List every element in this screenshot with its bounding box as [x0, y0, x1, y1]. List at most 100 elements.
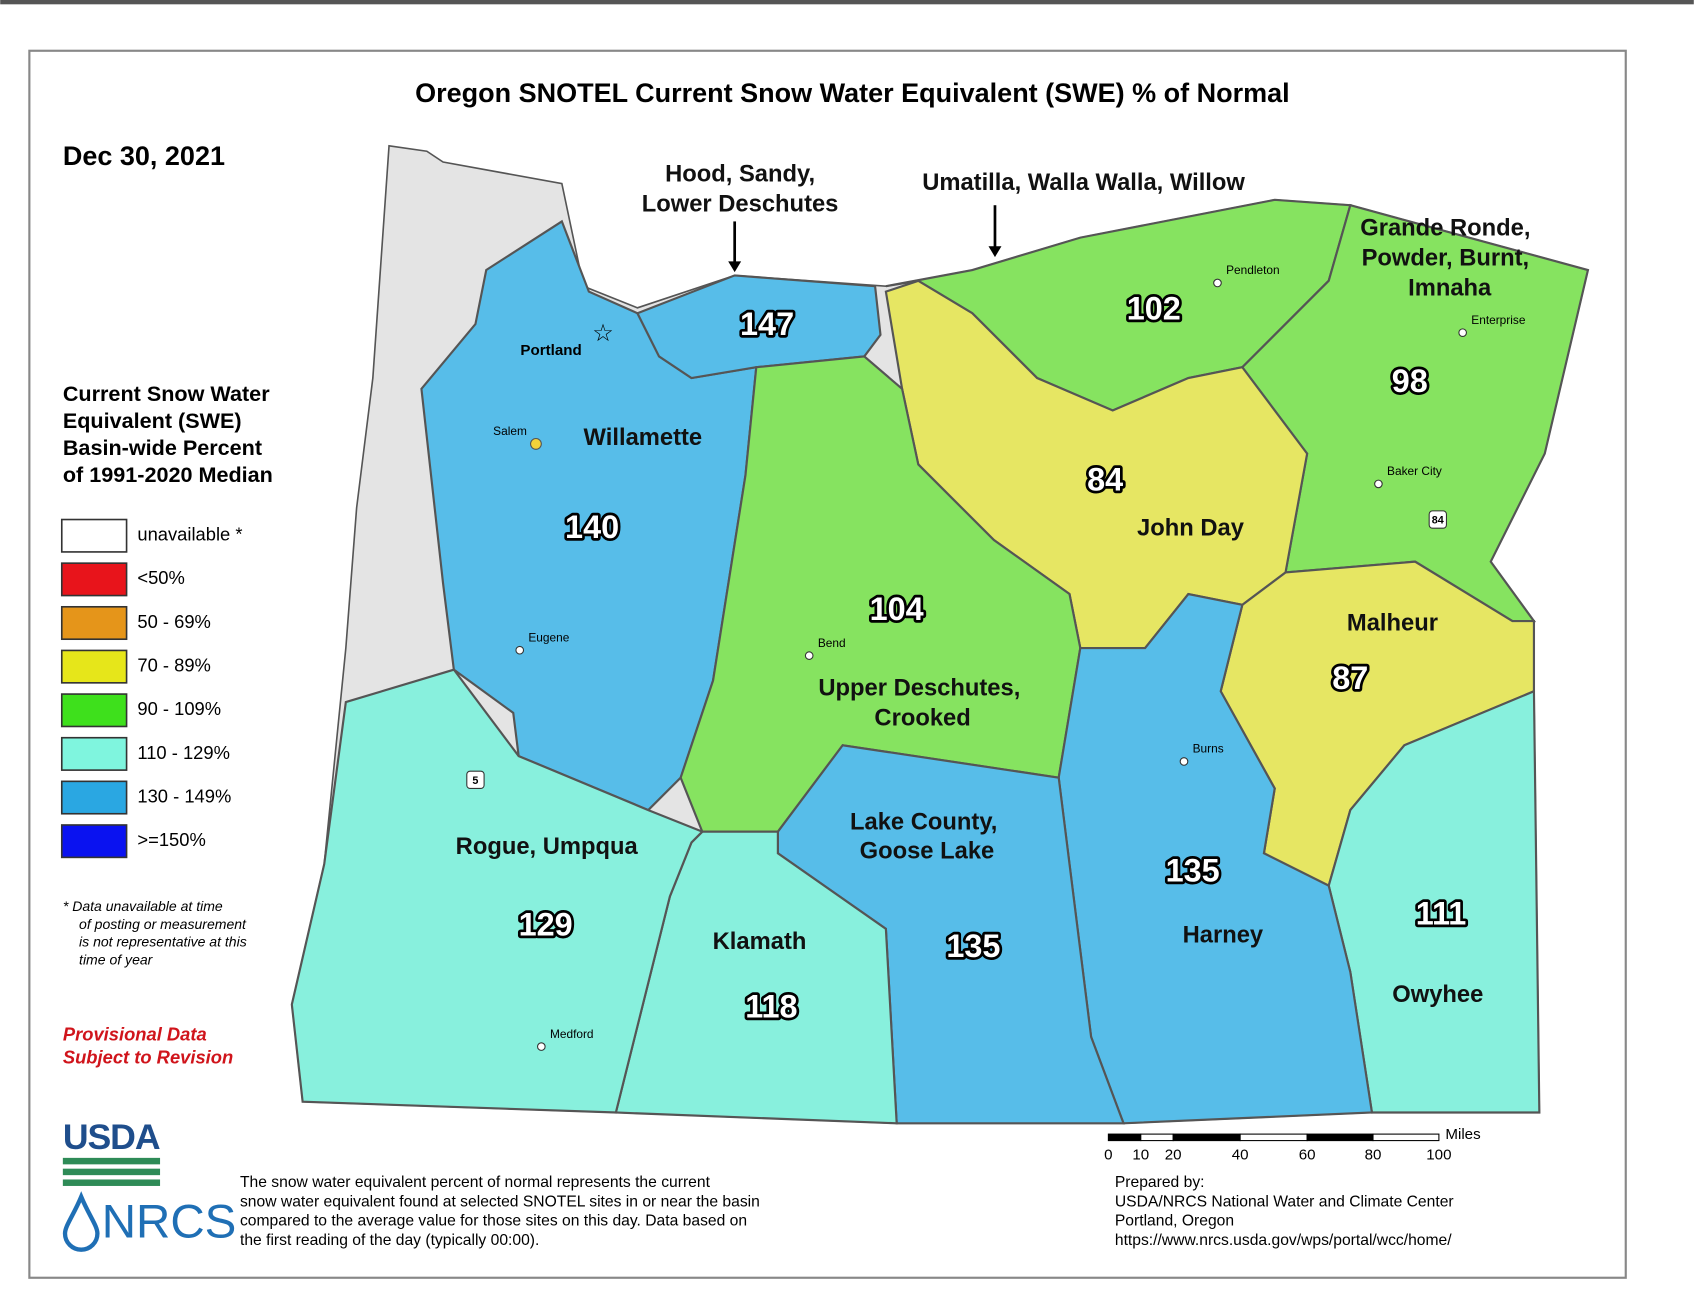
legend-label: 70 - 89% — [137, 654, 210, 675]
logo-stripe — [62, 1179, 161, 1186]
usda-logo: USDA — [63, 1117, 160, 1157]
legend-swatch — [60, 693, 128, 728]
prepared-by: USDA/NRCS National Water and Climate Cen… — [1115, 1193, 1454, 1210]
legend-label: >=150% — [137, 829, 205, 850]
basin-name: Willamette — [584, 424, 703, 451]
basin-value: 102 — [1127, 291, 1181, 327]
scale-label: 80 — [1365, 1147, 1382, 1164]
city-dot — [804, 651, 814, 660]
scale-label: 10 — [1132, 1147, 1149, 1164]
legend-title: Basin-wide Percent — [63, 435, 262, 460]
provisional-note: Subject to Revision — [63, 1046, 233, 1067]
legend-label: 50 - 69% — [137, 611, 210, 632]
basin — [290, 668, 705, 1114]
basin-name: Rogue, Umpqua — [456, 833, 639, 860]
prepared-by: Portland, Oregon — [1115, 1213, 1234, 1230]
arrow-head — [988, 246, 1002, 258]
legend-title: Equivalent (SWE) — [63, 408, 242, 433]
title: Oregon SNOTEL Current Snow Water Equival… — [415, 78, 1290, 108]
city-dot — [515, 645, 525, 655]
basin-value: 84 — [1087, 461, 1123, 497]
footnote: * Data unavailable at time — [63, 898, 223, 914]
date: Dec 30, 2021 — [63, 141, 225, 171]
footnote: time of year — [79, 951, 154, 967]
prepared-by: Prepared by: — [1115, 1174, 1205, 1191]
description: snow water equivalent found at selected … — [240, 1193, 760, 1210]
legend-swatch — [60, 518, 128, 553]
basin-name: Lake County, — [850, 808, 997, 835]
basin-name: Powder, Burnt, — [1362, 245, 1530, 272]
scale-segment — [1306, 1133, 1374, 1142]
scale-label: 20 — [1165, 1147, 1182, 1164]
basin-name: Crooked — [874, 705, 970, 732]
basin-name: John Day — [1137, 515, 1245, 542]
basin-value: 118 — [745, 988, 797, 1024]
basin-name: Goose Lake — [860, 837, 995, 864]
scale-segment — [1239, 1133, 1308, 1142]
basin-name: Upper Deschutes, — [818, 674, 1020, 701]
legend-swatch — [60, 824, 128, 859]
basin-name: Imnaha — [1408, 275, 1492, 302]
basin-value: 98 — [1392, 363, 1428, 399]
legend-label: unavailable * — [137, 524, 242, 545]
footnote: of posting or measurement — [79, 916, 247, 932]
scale-label: 40 — [1232, 1147, 1249, 1164]
scale-segment — [1172, 1133, 1241, 1142]
basin-value: 111 — [1416, 895, 1466, 931]
logo-stripe — [62, 1157, 161, 1165]
legend-swatch — [60, 736, 128, 771]
interstate-label: 84 — [1432, 514, 1444, 526]
interstate-label: 5 — [472, 775, 478, 787]
city-label: Eugene — [528, 630, 569, 644]
legend-swatch — [60, 780, 128, 815]
city-dot — [1213, 278, 1222, 288]
city-label: Portland — [520, 342, 581, 359]
nrcs-logo: NRCS — [102, 1195, 237, 1248]
scale-unit: Miles — [1445, 1126, 1481, 1143]
city-label: Bend — [818, 636, 846, 650]
basin-name: Malheur — [1347, 610, 1438, 637]
arrow-head — [728, 261, 742, 273]
city-label: Pendleton — [1226, 263, 1279, 277]
city-label: Enterprise — [1471, 313, 1526, 327]
footnote: is not representative at this — [79, 934, 247, 950]
basin-name: Owyhee — [1392, 981, 1483, 1008]
basin-value: 135 — [1166, 852, 1220, 888]
legend-label: 90 - 109% — [137, 698, 221, 719]
basin-name: Lower Deschutes — [642, 191, 839, 218]
basin-value: 140 — [565, 509, 619, 545]
legend-swatch — [60, 605, 128, 641]
scale-label: 100 — [1426, 1147, 1451, 1164]
basin-name: Grande Ronde, — [1360, 214, 1530, 241]
basin-name: Klamath — [713, 928, 807, 955]
city-label: Baker City — [1387, 464, 1442, 478]
city-dot — [537, 1042, 546, 1051]
provisional-note: Provisional Data — [63, 1024, 207, 1045]
logo-stripe — [62, 1168, 161, 1176]
legend-title: of 1991-2020 Median — [63, 462, 273, 487]
city-dot — [1458, 328, 1467, 337]
basin-value: 129 — [519, 906, 573, 942]
city-label: Medford — [550, 1027, 594, 1041]
description: the first reading of the day (typically … — [240, 1232, 539, 1249]
scale-segment — [1140, 1133, 1174, 1142]
nrcs-drop — [62, 1191, 100, 1252]
basin-name: Umatilla, Walla Walla, Willow — [922, 169, 1245, 196]
interstate-shield — [1428, 510, 1447, 529]
capital-star: ☆ — [592, 320, 613, 347]
basin-value: 147 — [740, 306, 794, 342]
legend-title: Current Snow Water — [63, 381, 270, 406]
basin-value: 104 — [870, 591, 924, 627]
basin-name: Harney — [1183, 922, 1264, 949]
scale-segment — [1372, 1133, 1440, 1142]
top-bar — [0, 0, 1694, 5]
city-dot — [529, 437, 542, 450]
city-label: Salem — [493, 424, 527, 438]
interstate-shield — [466, 770, 485, 790]
legend-label: 130 - 149% — [137, 785, 231, 806]
basin-value: 135 — [946, 928, 1000, 964]
scale-label: 0 — [1104, 1147, 1112, 1164]
description: compared to the average value for those … — [240, 1213, 747, 1230]
